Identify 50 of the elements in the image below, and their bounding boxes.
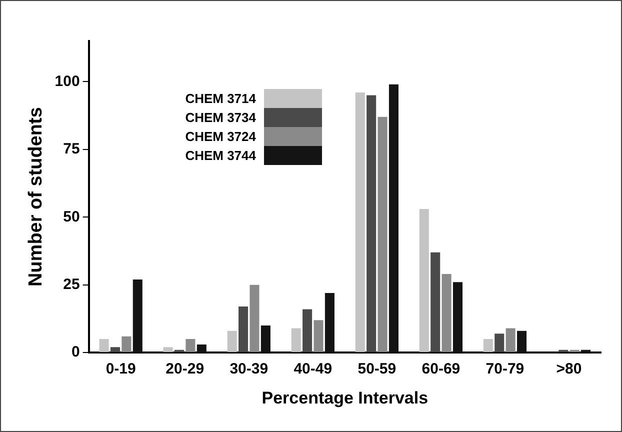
x-tick-label: 60-69 bbox=[422, 360, 460, 378]
bar bbox=[378, 116, 388, 352]
bar bbox=[186, 339, 196, 352]
bar bbox=[366, 95, 376, 352]
y-tick-label: 50 bbox=[63, 208, 80, 226]
bar bbox=[430, 252, 440, 352]
bar bbox=[355, 92, 365, 352]
bar bbox=[517, 330, 527, 352]
bar bbox=[581, 350, 591, 352]
bar bbox=[419, 208, 429, 352]
bar bbox=[163, 347, 173, 352]
legend-label: CHEM 3714 bbox=[184, 91, 257, 106]
bar bbox=[227, 330, 237, 352]
bar bbox=[558, 350, 568, 352]
legend-label: CHEM 3724 bbox=[184, 129, 257, 144]
bar bbox=[506, 328, 516, 352]
bar bbox=[442, 274, 452, 352]
y-tick-label: 25 bbox=[63, 276, 80, 293]
bar bbox=[260, 326, 270, 352]
bar bbox=[99, 339, 109, 352]
bar bbox=[238, 306, 248, 352]
bar bbox=[570, 350, 580, 352]
bar bbox=[174, 350, 184, 352]
bar bbox=[250, 284, 260, 352]
x-tick-label: 40-49 bbox=[294, 360, 332, 378]
x-tick-label: 20-29 bbox=[166, 360, 204, 378]
bar bbox=[314, 320, 324, 352]
x-tick-label: 70-79 bbox=[486, 360, 524, 378]
bar bbox=[110, 347, 120, 352]
bar bbox=[324, 292, 334, 352]
y-tick-label: 75 bbox=[63, 140, 80, 158]
x-tick-label: >80 bbox=[556, 360, 582, 378]
bar bbox=[302, 309, 312, 352]
y-axis-title: Number of students bbox=[26, 107, 47, 287]
x-axis-title: Percentage Intervals bbox=[262, 388, 428, 408]
y-tick-label: 100 bbox=[54, 72, 80, 90]
bar bbox=[122, 336, 132, 352]
y-tick-label: 0 bbox=[71, 344, 80, 361]
bar bbox=[388, 84, 398, 352]
x-tick-label: 50-59 bbox=[358, 360, 396, 378]
bar bbox=[452, 282, 463, 352]
legend-label: CHEM 3744 bbox=[184, 148, 257, 163]
legend-label: CHEM 3734 bbox=[184, 110, 257, 125]
bar bbox=[291, 328, 301, 352]
bar bbox=[494, 334, 504, 352]
bar bbox=[483, 339, 493, 352]
bar bbox=[196, 344, 206, 352]
x-tick-label: 30-39 bbox=[230, 360, 268, 378]
bar bbox=[132, 279, 142, 352]
x-tick-label: 0-19 bbox=[106, 360, 136, 378]
